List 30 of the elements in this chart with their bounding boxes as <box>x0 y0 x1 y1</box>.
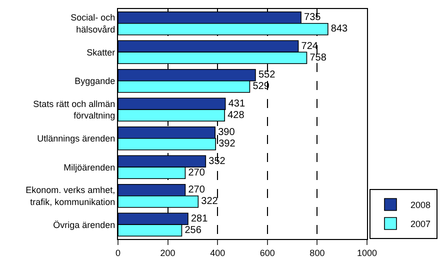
data-label: 735 <box>304 12 322 24</box>
data-label: 390 <box>218 127 236 138</box>
y-tick-label: Stats rätt och allmän förvaltning <box>33 98 116 121</box>
y-tick-label: Byggande <box>74 76 116 86</box>
data-label: 724 <box>301 40 318 52</box>
x-tick-label: 600 <box>260 248 275 258</box>
x-tick-label: 0 <box>115 248 121 258</box>
x-tick-label: 400 <box>210 248 226 258</box>
data-label: 428 <box>228 110 245 121</box>
data-label: 281 <box>190 213 208 224</box>
data-label: 270 <box>188 184 206 196</box>
x-tick-label: 200 <box>160 248 176 258</box>
legend-label: 2007 <box>410 219 431 230</box>
legend-label: 2008 <box>410 200 431 210</box>
y-tick-label: Social- och hälsovård <box>70 12 116 34</box>
y-tick-label: Utlännings ärenden <box>37 134 116 144</box>
data-label: 270 <box>188 167 206 178</box>
y-tick-label: Övriga ärenden <box>53 220 116 230</box>
y-tick-label: Ekonom. verks amhet, trafik, kommunikation <box>26 185 116 207</box>
data-label: 758 <box>310 52 327 64</box>
data-label: 392 <box>218 138 236 150</box>
x-tick-label: 800 <box>310 248 325 258</box>
y-tick-label: Miljöärenden <box>64 162 116 172</box>
y-tick-label: Skatter <box>86 47 116 58</box>
data-label: 552 <box>258 70 276 81</box>
data-label: 256 <box>184 224 202 236</box>
data-label: 843 <box>330 24 348 35</box>
data-label: 322 <box>201 196 218 208</box>
data-label: 431 <box>228 98 246 110</box>
x-tick-label: 1000 <box>356 248 378 258</box>
